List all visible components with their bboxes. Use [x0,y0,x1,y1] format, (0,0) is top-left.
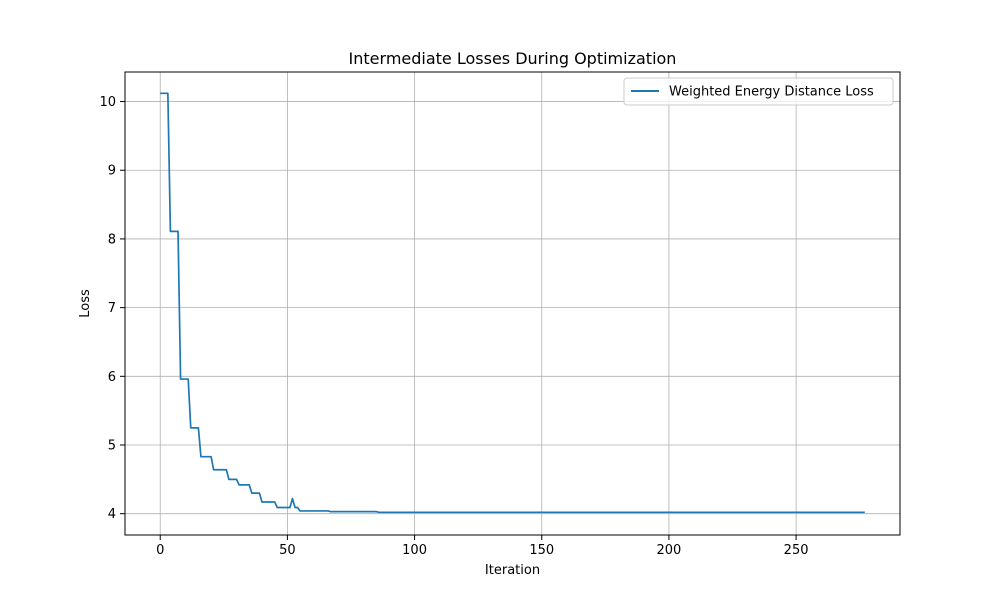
y-tick-label: 5 [108,439,116,454]
y-tick-label: 7 [108,301,116,316]
x-tick-label: 100 [402,543,427,558]
x-tick-label: 50 [279,543,296,558]
x-tick-label: 0 [156,543,164,558]
x-axis-label: Iteration [485,563,540,578]
y-tick-label: 8 [108,232,116,247]
legend: Weighted Energy Distance Loss [623,77,894,106]
y-tick-label: 4 [108,507,116,522]
legend-label: Weighted Energy Distance Loss [669,85,874,100]
y-tick-label: 10 [99,95,116,110]
axis-ticks: 0 50 100 150 200 250 4 5 6 7 8 9 10 [99,95,808,558]
x-tick-label: 250 [784,543,809,558]
y-axis-label: Loss [78,289,93,318]
legend-box [623,77,894,106]
y-tick-label: 6 [108,370,116,385]
plot-area-frame [124,71,901,536]
series-layer [160,92,865,514]
chart-title: Intermediate Losses During Optimization [349,49,677,68]
x-tick-label: 200 [657,543,682,558]
series-line [160,92,865,514]
grid-lines [125,72,900,535]
x-tick-label: 150 [529,543,554,558]
y-tick-label: 9 [108,164,116,179]
